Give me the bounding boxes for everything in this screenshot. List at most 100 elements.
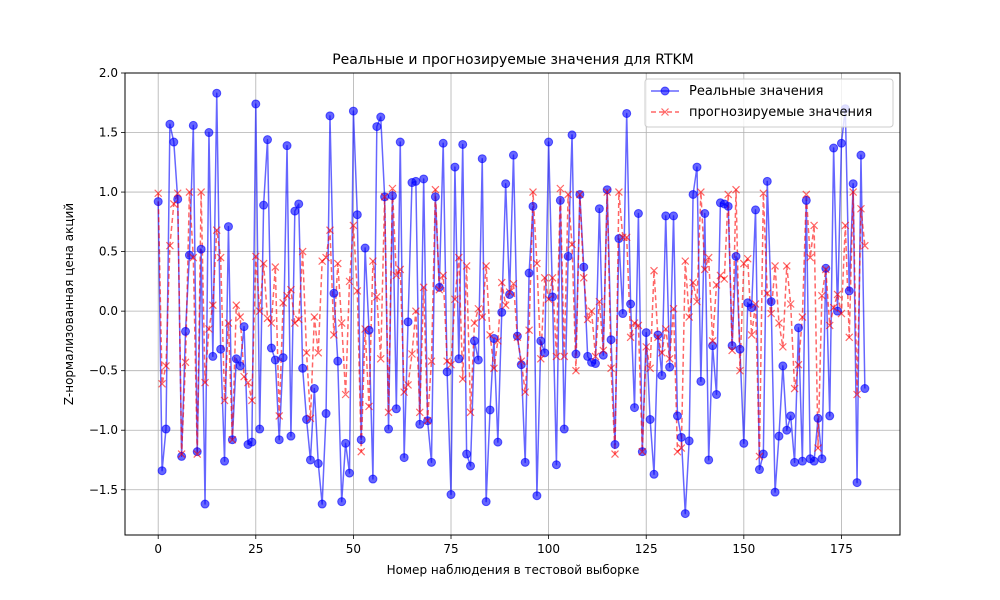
real-value-point — [310, 385, 318, 393]
real-value-point — [420, 175, 428, 183]
real-value-point — [463, 450, 471, 458]
real-value-point — [705, 456, 713, 464]
real-value-point — [529, 202, 537, 210]
real-value-point — [791, 458, 799, 466]
real-value-point — [837, 139, 845, 147]
real-value-point — [857, 151, 865, 159]
real-value-point — [724, 202, 732, 210]
real-value-point — [556, 196, 564, 204]
real-value-point — [611, 441, 619, 449]
real-value-point — [631, 404, 639, 412]
real-value-point — [221, 457, 229, 465]
real-value-point — [170, 138, 178, 146]
real-value-point — [701, 210, 709, 218]
real-value-point — [260, 201, 268, 209]
y-tick-label: −1.5 — [89, 483, 118, 497]
real-value-point — [541, 349, 549, 357]
real-value-point — [349, 107, 357, 115]
real-value-point — [431, 193, 439, 201]
real-value-point — [369, 475, 377, 483]
real-value-point — [213, 89, 221, 97]
real-value-point — [197, 245, 205, 253]
real-value-point — [595, 205, 603, 213]
real-value-point — [404, 318, 412, 326]
real-value-point — [752, 206, 760, 214]
legend: Реальные значения прогнозируемые значени… — [645, 79, 893, 127]
real-value-point — [666, 363, 674, 371]
y-axis-label: Z-нормализованная цена акций — [62, 203, 76, 405]
real-value-point — [377, 113, 385, 121]
real-value-point — [779, 362, 787, 370]
real-value-point — [537, 337, 545, 345]
real-value-point — [353, 211, 361, 219]
real-value-point — [849, 180, 857, 188]
legend-real-label: Реальные значения — [689, 84, 824, 99]
real-value-point — [478, 155, 486, 163]
real-value-point — [267, 344, 275, 352]
real-value-point — [783, 426, 791, 434]
real-value-point — [693, 163, 701, 171]
real-value-point — [560, 425, 568, 433]
real-value-point — [224, 223, 232, 231]
real-value-point — [271, 356, 279, 364]
real-value-point — [314, 460, 322, 468]
y-tick-label: 0.0 — [99, 304, 118, 318]
real-value-point — [767, 298, 775, 306]
real-value-point — [736, 345, 744, 353]
y-tick-label: 1.5 — [99, 126, 118, 140]
real-value-point — [697, 377, 705, 385]
real-value-point — [338, 498, 346, 506]
real-value-point — [154, 198, 162, 206]
real-value-point — [771, 488, 779, 496]
real-value-point — [416, 420, 424, 428]
real-value-point — [658, 371, 666, 379]
real-value-point — [673, 412, 681, 420]
real-value-point — [474, 356, 482, 364]
real-value-point — [814, 414, 822, 422]
real-value-point — [564, 252, 572, 260]
x-tick-label: 25 — [248, 542, 263, 556]
real-value-point — [162, 425, 170, 433]
real-value-point — [189, 121, 197, 129]
real-value-point — [502, 180, 510, 188]
real-value-point — [494, 438, 502, 446]
real-value-point — [279, 354, 287, 362]
real-value-point — [318, 500, 326, 508]
real-value-point — [455, 355, 463, 363]
real-value-point — [568, 131, 576, 139]
real-value-point — [826, 412, 834, 420]
legend-pred-label: прогнозируемые значения — [689, 105, 872, 120]
real-value-point — [322, 410, 330, 418]
real-value-point — [642, 329, 650, 337]
real-value-point — [330, 289, 338, 297]
real-value-point — [459, 140, 467, 148]
real-value-point — [627, 300, 635, 308]
real-value-point — [861, 385, 869, 393]
real-value-point — [158, 467, 166, 475]
real-value-point — [775, 432, 783, 440]
legend-real-marker — [661, 87, 669, 95]
y-tick-label: 1.0 — [99, 185, 118, 199]
real-value-point — [482, 498, 490, 506]
real-value-point — [209, 352, 217, 360]
real-value-point — [396, 138, 404, 146]
real-value-point — [818, 455, 826, 463]
real-value-point — [182, 327, 190, 335]
real-value-point — [451, 163, 459, 171]
real-value-point — [552, 461, 560, 469]
y-tick-label: −0.5 — [89, 364, 118, 378]
real-value-point — [342, 439, 350, 447]
real-value-point — [591, 360, 599, 368]
real-value-point — [306, 456, 314, 464]
real-value-point — [689, 190, 697, 198]
real-value-point — [357, 436, 365, 444]
x-axis-label: Номер наблюдения в тестовой выборке — [387, 563, 640, 577]
x-tick-label: 100 — [537, 542, 560, 556]
real-value-point — [283, 142, 291, 150]
real-value-point — [443, 368, 451, 376]
real-value-point — [400, 454, 408, 462]
real-value-point — [264, 136, 272, 144]
real-value-point — [525, 269, 533, 277]
real-value-point — [486, 406, 494, 414]
